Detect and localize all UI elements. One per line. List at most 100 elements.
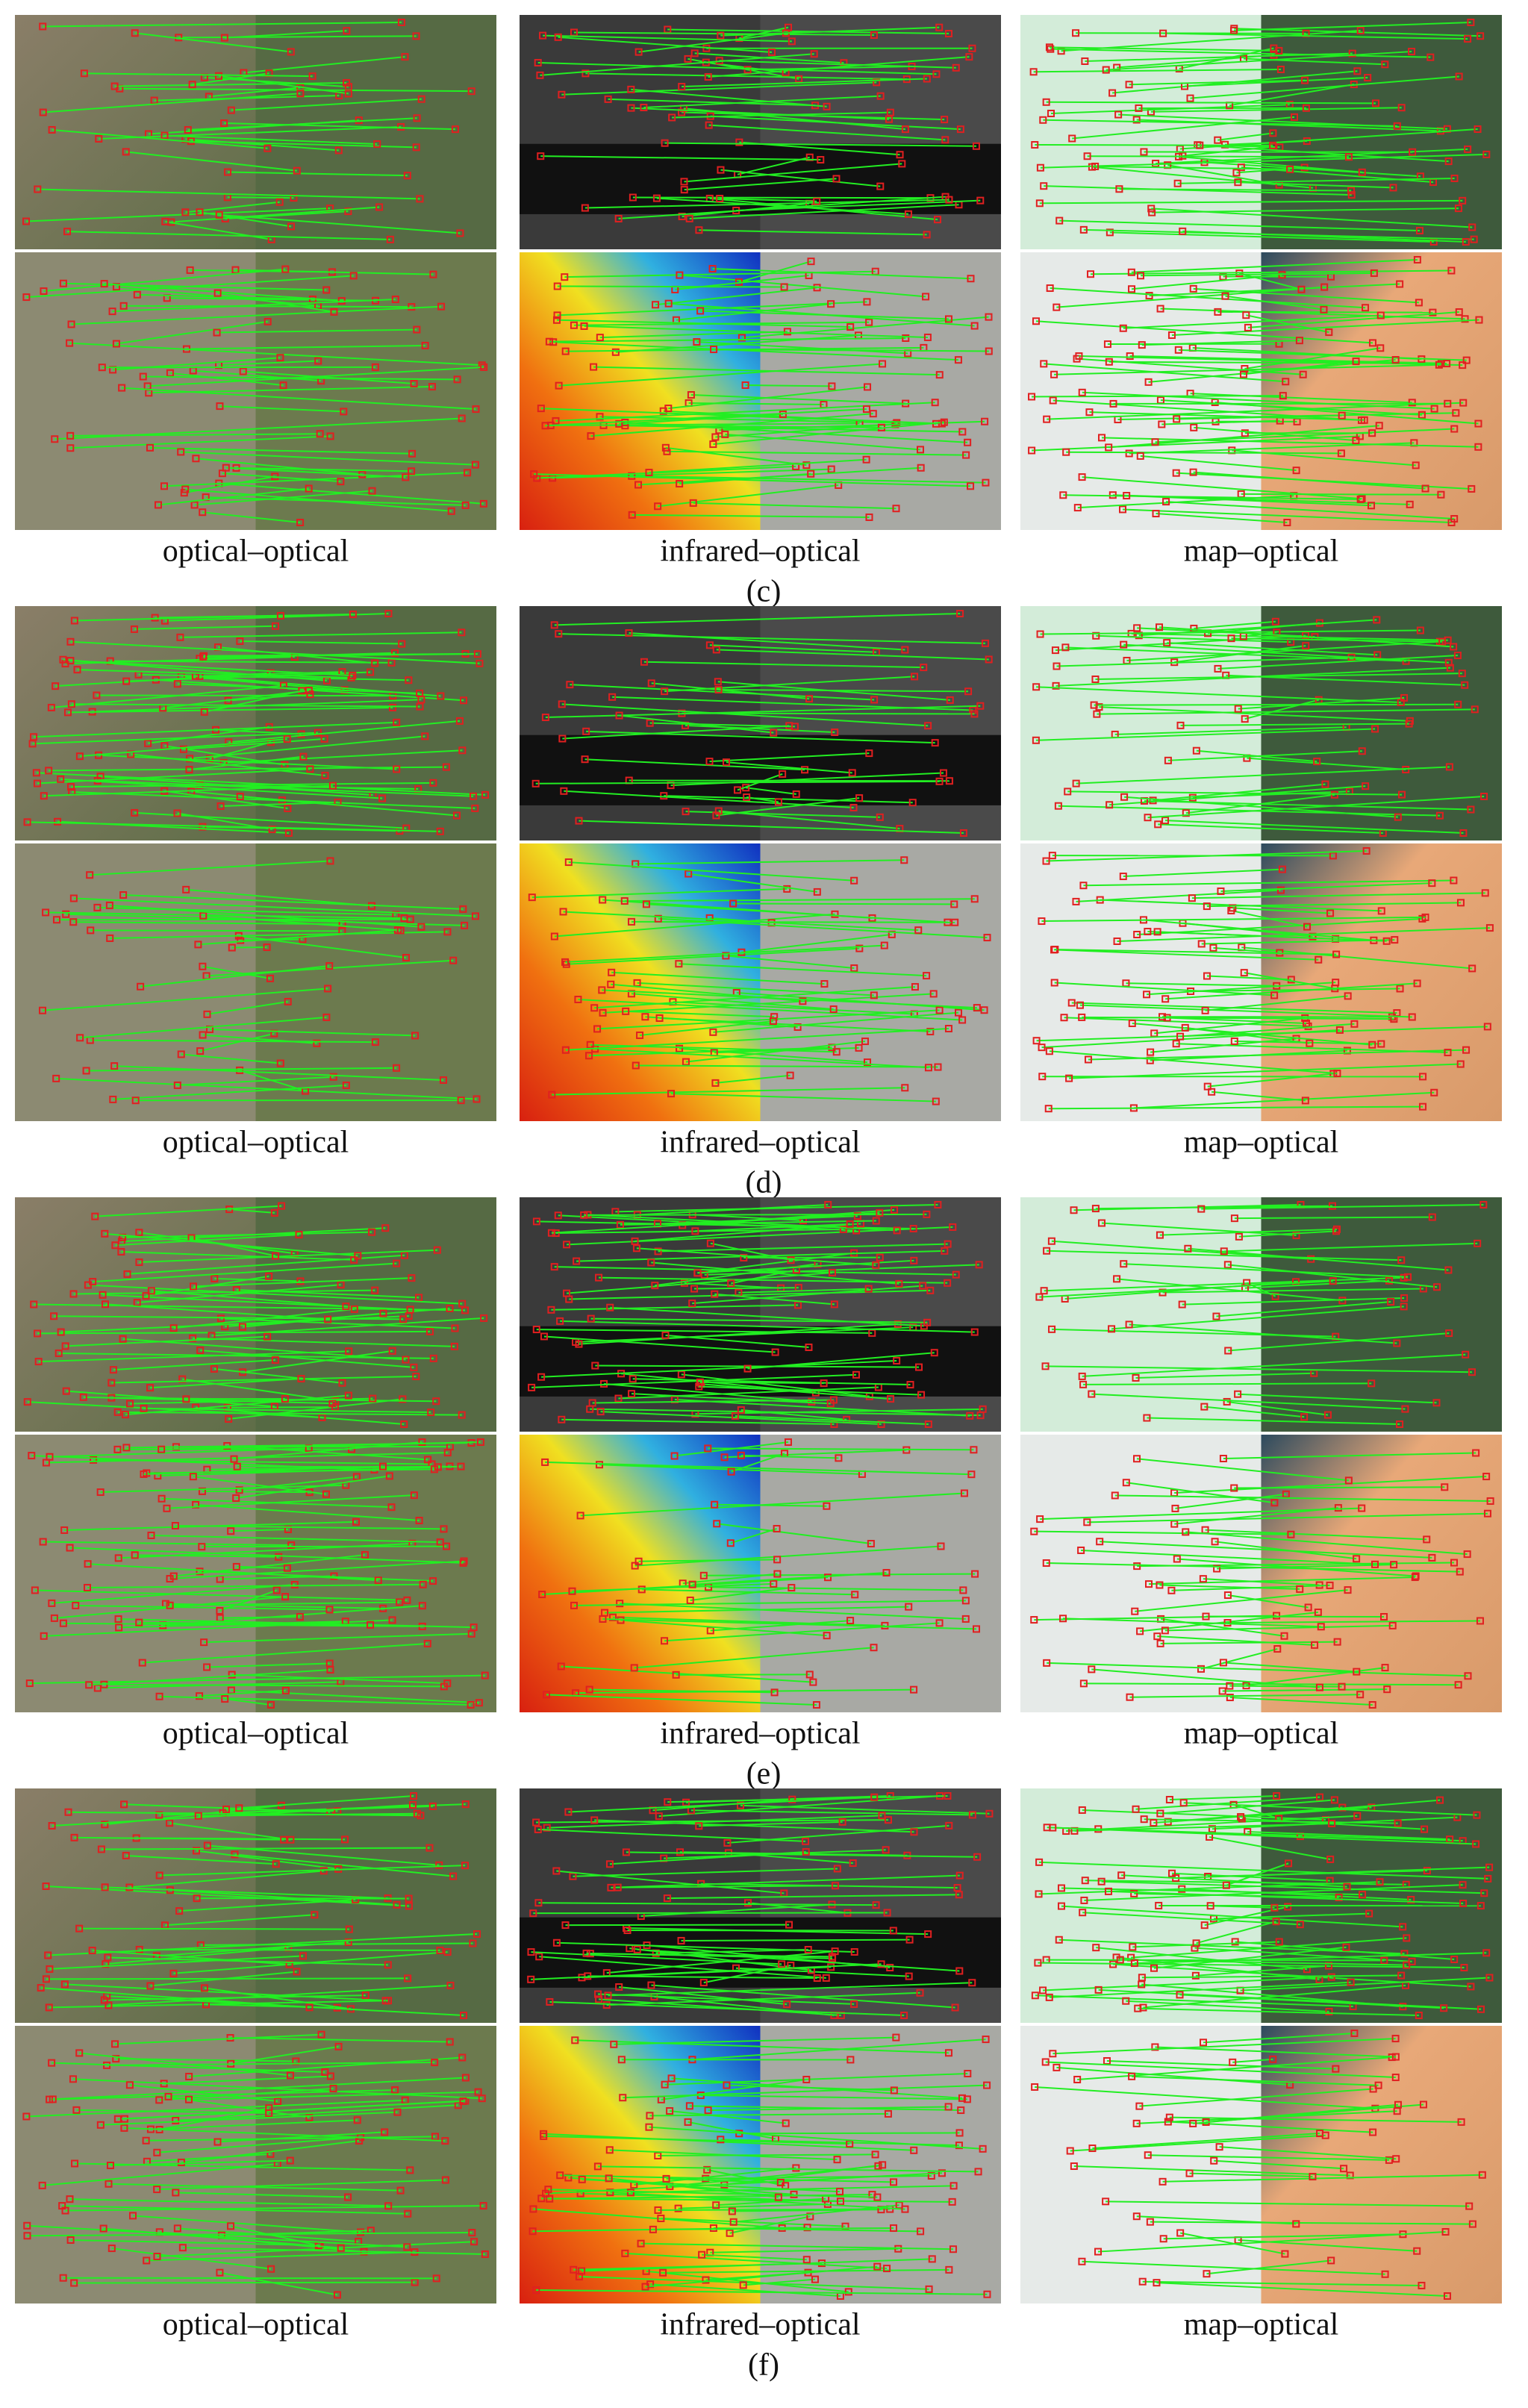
image-pair — [1020, 1197, 1502, 1432]
keypoint — [802, 1837, 810, 1845]
keypoint — [1462, 238, 1470, 246]
keypoint — [545, 337, 553, 346]
keypoint — [396, 926, 405, 935]
image-right — [1261, 2026, 1502, 2303]
keypoint — [532, 1818, 540, 1827]
keypoint — [661, 1331, 670, 1339]
keypoint — [963, 2095, 971, 2103]
keypoint — [1135, 104, 1143, 112]
keypoint — [353, 2116, 361, 2124]
keypoint — [587, 432, 595, 440]
keypoint — [1136, 272, 1144, 280]
match-line — [1189, 2172, 1313, 2178]
keypoint — [622, 1007, 630, 1015]
keypoint — [1335, 1026, 1344, 1034]
keypoint — [138, 1659, 146, 1667]
keypoint — [443, 1948, 452, 1956]
keypoint — [1454, 205, 1462, 213]
keypoint — [941, 136, 949, 144]
keypoint — [957, 2106, 965, 2115]
keypoint — [1081, 57, 1089, 65]
keypoint — [371, 1286, 379, 1294]
match-line — [143, 1465, 384, 1475]
match-line — [234, 1853, 454, 1877]
match-line — [1123, 868, 1282, 878]
image-right — [255, 2026, 496, 2303]
keypoint — [710, 346, 718, 354]
keypoint — [661, 443, 670, 452]
keypoint — [642, 900, 650, 908]
keypoint — [458, 414, 466, 422]
keypoint — [189, 1334, 197, 1342]
match-line — [1129, 79, 1306, 86]
match-line — [1201, 1204, 1484, 1210]
match-line — [89, 1669, 331, 1686]
keypoint — [122, 148, 130, 156]
match-line — [606, 1950, 835, 1974]
keypoint — [1408, 48, 1416, 56]
match-line — [595, 1048, 929, 1069]
keypoint — [636, 1031, 644, 1039]
image-right — [255, 1435, 496, 1712]
keypoint — [1450, 643, 1458, 651]
match-line — [540, 53, 814, 76]
keypoint — [568, 1587, 576, 1595]
keypoint — [1443, 2292, 1451, 2300]
keypoint — [1237, 1813, 1245, 1821]
keypoint — [1287, 1530, 1295, 1538]
keypoint — [1176, 1991, 1184, 1999]
keypoint — [693, 338, 701, 346]
match-line — [665, 1334, 809, 1348]
match-line — [1194, 1947, 1412, 1962]
keypoint — [227, 2222, 235, 2230]
match-line — [714, 1293, 835, 1306]
image-pair — [15, 2026, 496, 2303]
match-line — [1135, 1796, 1320, 1810]
match-line — [1041, 1029, 1340, 1049]
match-line — [64, 1983, 386, 2002]
match-line — [213, 1367, 343, 1384]
keypoint — [844, 2288, 852, 2296]
keypoint — [661, 1637, 669, 1645]
keypoint — [160, 482, 168, 490]
keypoint — [1403, 1961, 1411, 1969]
match-line — [1164, 820, 1464, 834]
match-line — [1160, 399, 1422, 416]
keypoint — [441, 2137, 449, 2145]
keypoint — [1459, 1899, 1468, 1907]
keypoint — [1332, 979, 1340, 987]
keypoint — [626, 2189, 634, 2197]
keypoint — [1416, 626, 1424, 634]
keypoint — [1347, 1978, 1355, 1986]
keypoint — [67, 700, 75, 708]
match-line — [1159, 1584, 1300, 1590]
keypoint — [614, 1394, 623, 1403]
keypoint — [929, 990, 938, 998]
keypoint — [841, 2222, 849, 2230]
match-line — [42, 988, 328, 1011]
keypoint — [580, 1211, 588, 1219]
keypoint — [773, 1570, 782, 1578]
keypoint — [1350, 2030, 1359, 2037]
keypoint — [40, 1632, 48, 1640]
keypoint — [475, 1699, 483, 1707]
keypoint — [970, 322, 979, 330]
keypoint — [1130, 1889, 1138, 1897]
keypoint — [696, 307, 705, 315]
keypoint — [47, 703, 55, 711]
keypoint — [985, 1809, 994, 1818]
keypoint — [1326, 1581, 1334, 1589]
keypoint — [481, 2250, 489, 2258]
keypoint — [23, 2232, 31, 2240]
keypoint — [98, 364, 106, 372]
keypoint — [419, 1580, 427, 1588]
keypoint — [595, 1995, 603, 2003]
match-line — [631, 107, 889, 120]
keypoint — [1144, 927, 1152, 935]
keypoint — [664, 25, 672, 34]
match-line — [54, 1315, 404, 1320]
keypoint — [695, 1822, 703, 1830]
match-line — [43, 93, 301, 113]
match-line — [1085, 1880, 1406, 1885]
keypoint — [827, 300, 835, 308]
